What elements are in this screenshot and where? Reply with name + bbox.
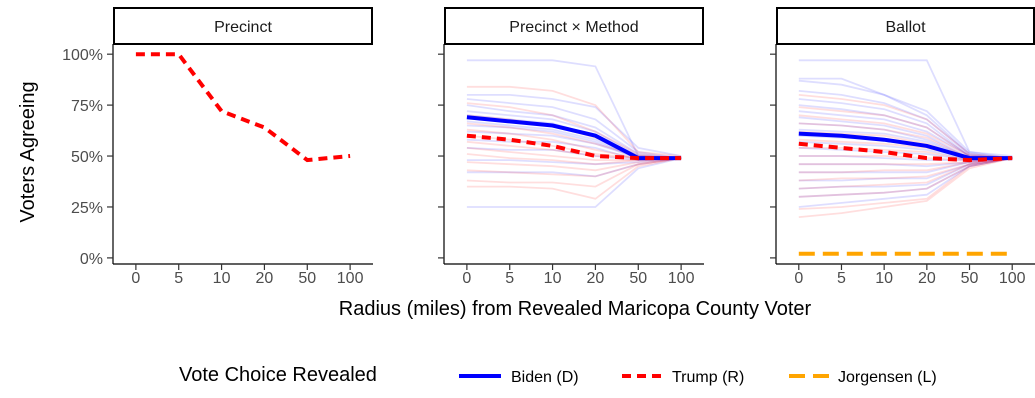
panel-2-background-line <box>466 157 682 208</box>
panel-2-background-line <box>466 85 682 157</box>
panel-2-background-line <box>466 94 682 157</box>
panel-3-x-tick-label: 100 <box>999 270 1026 287</box>
panel-3-background-line <box>798 157 1013 166</box>
panel-3-background-line <box>798 157 1013 210</box>
panel-3-background-line <box>798 157 1013 198</box>
panel-1-x-tick-label: 100 <box>337 270 364 287</box>
panel-2-background-line <box>466 157 682 188</box>
panel-1: Precinct 0% 25% 50% 75% 100% 0 5 10 20 50 100 <box>62 7 373 287</box>
panel-2-background-line <box>466 157 682 200</box>
panel-2-background-line <box>466 104 682 159</box>
panel-1-strip <box>113 7 373 45</box>
panel-2-x-tick-label: 5 <box>505 270 514 287</box>
panel-3-strip <box>776 7 1035 45</box>
panel-2-strip-title: Precinct × Method <box>509 19 638 36</box>
panel-2-x-tick-label: 50 <box>629 270 647 287</box>
legend-label-3: Jorgensen (L) <box>838 369 937 386</box>
panel-3-x-tick-label: 0 <box>794 270 803 287</box>
panel-1-strip-title: Precinct <box>214 19 272 36</box>
panel-3-background-line <box>798 79 1013 159</box>
panel-3-background-line <box>798 157 1013 182</box>
panel-3-background-line <box>798 157 1013 208</box>
panel-3-background-line <box>798 59 1013 157</box>
y-axis-title: Voters Agreeing <box>17 81 39 222</box>
panel-2-x-tick-label: 100 <box>668 270 695 287</box>
legend-label-2: Trump (R) <box>672 369 744 386</box>
panel-1-x-tick-label: 0 <box>131 270 140 287</box>
panel-2-x-tick-label: 0 <box>462 270 471 287</box>
panel-2-x-tick-label: 20 <box>587 270 605 287</box>
y-tick-label: 25% <box>71 200 103 217</box>
y-tick-label: 100% <box>62 47 103 64</box>
panel-3-series-biden-d <box>798 131 1013 161</box>
panel-3-strip-title: Ballot <box>885 19 926 36</box>
panel-3-background-line <box>798 157 1013 198</box>
panel-3-x-tick-label: 50 <box>961 270 979 287</box>
panel-3-background-line <box>798 94 1013 159</box>
legend-label-1: Biden (D) <box>511 369 579 386</box>
panel-3-background-line <box>798 157 1013 218</box>
panel-2-background-line <box>466 157 682 172</box>
panel-2-background-line <box>466 157 682 178</box>
legend: Vote Choice Revealed Biden (D) Trump (R) J… <box>179 364 937 386</box>
panel-3-background-line <box>798 157 1013 190</box>
panel-2: Precinct × Method 0 5 10 20 50 100 <box>438 7 704 287</box>
panel-3-background-line <box>798 157 1013 190</box>
panel-3-background-line <box>798 157 1013 174</box>
panel-1-series-trump-r <box>135 52 351 163</box>
panel-2-strip <box>444 7 704 45</box>
panel-1-x-tick-label: 20 <box>256 270 274 287</box>
x-axis-title: Radius (miles) from Revealed Maricopa Co… <box>339 298 812 320</box>
panel-3-series-trump-r <box>798 141 1013 163</box>
panel-1-x-tick-label: 50 <box>298 270 316 287</box>
panel-3-background-line <box>798 157 1013 168</box>
panel-1-x-tick-label: 5 <box>174 270 183 287</box>
panel-3-background-line <box>798 90 1013 159</box>
panel-3-background-line <box>798 77 1013 159</box>
panel-3-background-line <box>798 157 1013 182</box>
y-tick-label: 0% <box>80 251 103 268</box>
panel-2-background-line <box>466 157 682 166</box>
panel-3-x-tick-label: 10 <box>875 270 893 287</box>
panel-3: Ballot 0 5 10 20 50 100 <box>770 7 1035 287</box>
y-tick-label: 50% <box>71 149 103 166</box>
panel-1-x-tick-label: 10 <box>213 270 231 287</box>
panel-2-background-line <box>466 157 682 178</box>
panel-2-background-line <box>466 98 682 159</box>
panel-3-x-tick-label: 20 <box>918 270 936 287</box>
panel-2-background-line <box>466 102 682 159</box>
panel-2-series-trump-r <box>466 133 682 161</box>
panel-3-background-line <box>798 157 1013 174</box>
panel-2-x-tick-label: 10 <box>544 270 562 287</box>
panel-3-x-tick-label: 5 <box>837 270 846 287</box>
legend-title: Vote Choice Revealed <box>179 364 377 386</box>
y-tick-label: 75% <box>71 98 103 115</box>
